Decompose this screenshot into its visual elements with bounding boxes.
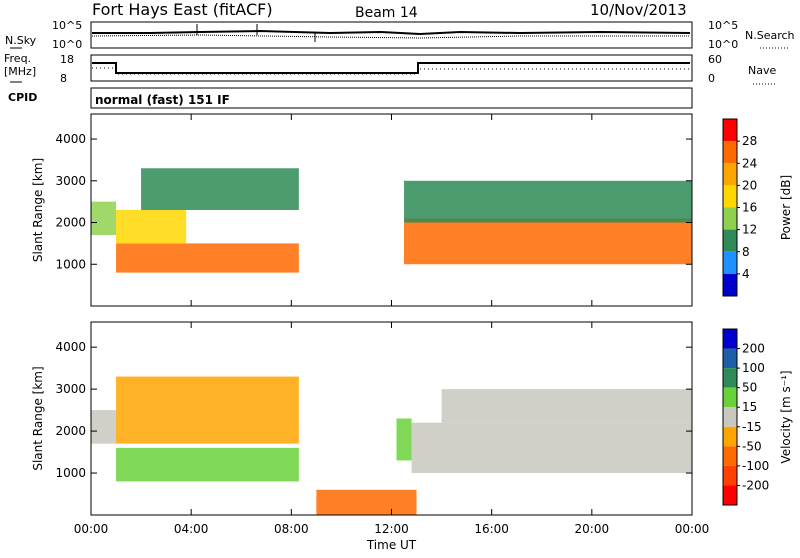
colorbar-swatch bbox=[723, 163, 737, 186]
date-label: 10/Nov/2013 bbox=[590, 1, 687, 19]
x-tick-label: 08:00 bbox=[274, 522, 309, 536]
radar-title: Fort Hays East (fitACF) bbox=[92, 0, 273, 19]
freq-label: Freq. bbox=[4, 52, 31, 65]
colorbar-tick-label: 4 bbox=[742, 267, 750, 281]
nave-tick-hi: 60 bbox=[708, 53, 722, 66]
y-tick-label: 3000 bbox=[55, 174, 86, 188]
colorbar-swatch bbox=[723, 329, 737, 349]
nsky-trace bbox=[92, 29, 691, 36]
nsearch-label: N.Search bbox=[745, 29, 795, 42]
x-tick-label: 12:00 bbox=[374, 522, 409, 536]
colorbar-tick-label: -100 bbox=[742, 459, 769, 473]
scatter-band bbox=[404, 180, 692, 223]
y-tick-label: 1000 bbox=[55, 466, 86, 480]
colorbar-title: Power [dB] bbox=[779, 175, 793, 240]
colorbar-tick-label: 50 bbox=[742, 381, 757, 395]
colorbar-swatch bbox=[723, 446, 737, 466]
x-tick-label: 00:00 bbox=[675, 522, 710, 536]
freq-strip-frame bbox=[90, 54, 693, 82]
y-tick-label: 2000 bbox=[55, 216, 86, 230]
colorbar-swatch bbox=[723, 465, 737, 486]
colorbar-swatch bbox=[723, 426, 737, 447]
y-axis-label: Slant Range [km] bbox=[31, 158, 45, 262]
colorbar-swatch bbox=[723, 387, 737, 408]
colorbar-swatch bbox=[723, 368, 737, 388]
beam-label: Beam 14 bbox=[355, 5, 418, 21]
power-colorbar: 28 24 20 16 12 8 4 Power [dB] bbox=[722, 118, 793, 297]
scatter-band bbox=[141, 168, 299, 210]
scatter-band bbox=[116, 376, 299, 444]
y-tick-label: 1000 bbox=[55, 257, 86, 271]
freq-trace bbox=[92, 62, 690, 74]
nsky-strip-frame bbox=[90, 21, 693, 49]
colorbar-tick-label: 100 bbox=[742, 361, 765, 375]
colorbar-swatch bbox=[723, 119, 737, 142]
colorbar-tick-label: -50 bbox=[742, 439, 762, 453]
freq-tick-hi: 18 bbox=[60, 53, 74, 66]
colorbar-tick-label: 8 bbox=[742, 245, 750, 259]
y-tick-label: 3000 bbox=[55, 382, 86, 396]
colorbar-tick-label: 200 bbox=[742, 342, 765, 356]
scatter-band bbox=[91, 410, 117, 444]
nsky-tick-lo: 10^0 bbox=[52, 38, 82, 51]
colorbar-tick-label: 20 bbox=[742, 178, 757, 192]
colorbar-swatch bbox=[723, 485, 737, 505]
colorbar-tick-label: 16 bbox=[742, 201, 757, 215]
scatter-band bbox=[396, 418, 412, 461]
scatter-band bbox=[441, 389, 692, 423]
x-tick-label: 20:00 bbox=[575, 522, 610, 536]
colorbar-swatch bbox=[723, 348, 737, 369]
colorbar-swatch bbox=[723, 207, 737, 230]
cpid-label: CPID bbox=[8, 91, 37, 104]
colorbar-swatch bbox=[723, 407, 737, 427]
colorbar-swatch bbox=[723, 273, 737, 296]
x-tick-label: 16:00 bbox=[474, 522, 509, 536]
nsky-label: N.Sky bbox=[5, 34, 37, 47]
scatter-band bbox=[404, 218, 692, 265]
nsearch-tick-lo: 10^0 bbox=[708, 38, 738, 51]
scatter-band bbox=[411, 422, 692, 474]
freq-unit: [MHz] bbox=[4, 65, 36, 78]
y-tick-label: 4000 bbox=[55, 132, 86, 146]
time-axis: 00:00 04:00 08:00 12:00 16:00 20:00 00:00 Time … bbox=[74, 522, 710, 552]
nave-tick-lo: 0 bbox=[708, 72, 715, 85]
colorbar-tick-label: 12 bbox=[742, 223, 757, 237]
colorbar-swatch bbox=[723, 185, 737, 208]
nsearch-tick-hi: 10^5 bbox=[708, 19, 738, 32]
colorbar-swatch bbox=[723, 251, 737, 274]
y-tick-label: 4000 bbox=[55, 340, 86, 354]
scatter-band bbox=[116, 210, 187, 244]
velocity-colorbar: 200 100 50 15 -15 -50 -100 -200 Velocity [m s⁻¹] bbox=[722, 328, 793, 506]
colorbar-swatch bbox=[723, 141, 737, 164]
x-tick-label: 04:00 bbox=[174, 522, 209, 536]
y-tick-label: 2000 bbox=[55, 424, 86, 438]
colorbar-frame bbox=[722, 328, 738, 506]
colorbar-tick-label: 28 bbox=[742, 134, 757, 148]
nave-label: Nave bbox=[748, 64, 776, 77]
colorbar-tick-label: -15 bbox=[742, 420, 762, 434]
scatter-band bbox=[316, 489, 417, 515]
scatter-band bbox=[91, 201, 117, 236]
x-axis-label: Time UT bbox=[366, 538, 417, 552]
nave-trace bbox=[92, 67, 690, 75]
scatter-band bbox=[116, 447, 299, 482]
y-axis-label: Slant Range [km] bbox=[31, 366, 45, 470]
cpid-strip-frame bbox=[90, 87, 693, 109]
velocity-panel: 1000 2000 3000 4000 Slant Range [km] bbox=[31, 321, 693, 516]
power-panel: 1000 2000 3000 4000 Slant Range [km] bbox=[31, 113, 693, 307]
scatter-band bbox=[116, 243, 299, 273]
x-tick-label: 00:00 bbox=[74, 522, 109, 536]
colorbar-tick-label: 15 bbox=[742, 400, 757, 414]
colorbar-tick-label: 24 bbox=[742, 156, 757, 170]
colorbar-title: Velocity [m s⁻¹] bbox=[779, 370, 793, 463]
nsky-tick-hi: 10^5 bbox=[52, 19, 82, 32]
freq-tick-lo: 8 bbox=[60, 72, 67, 85]
colorbar-swatch bbox=[723, 229, 737, 252]
cpid-value: normal (fast) 151 IF bbox=[95, 93, 230, 107]
nsearch-trace bbox=[91, 34, 690, 39]
colorbar-tick-label: -200 bbox=[742, 478, 769, 492]
